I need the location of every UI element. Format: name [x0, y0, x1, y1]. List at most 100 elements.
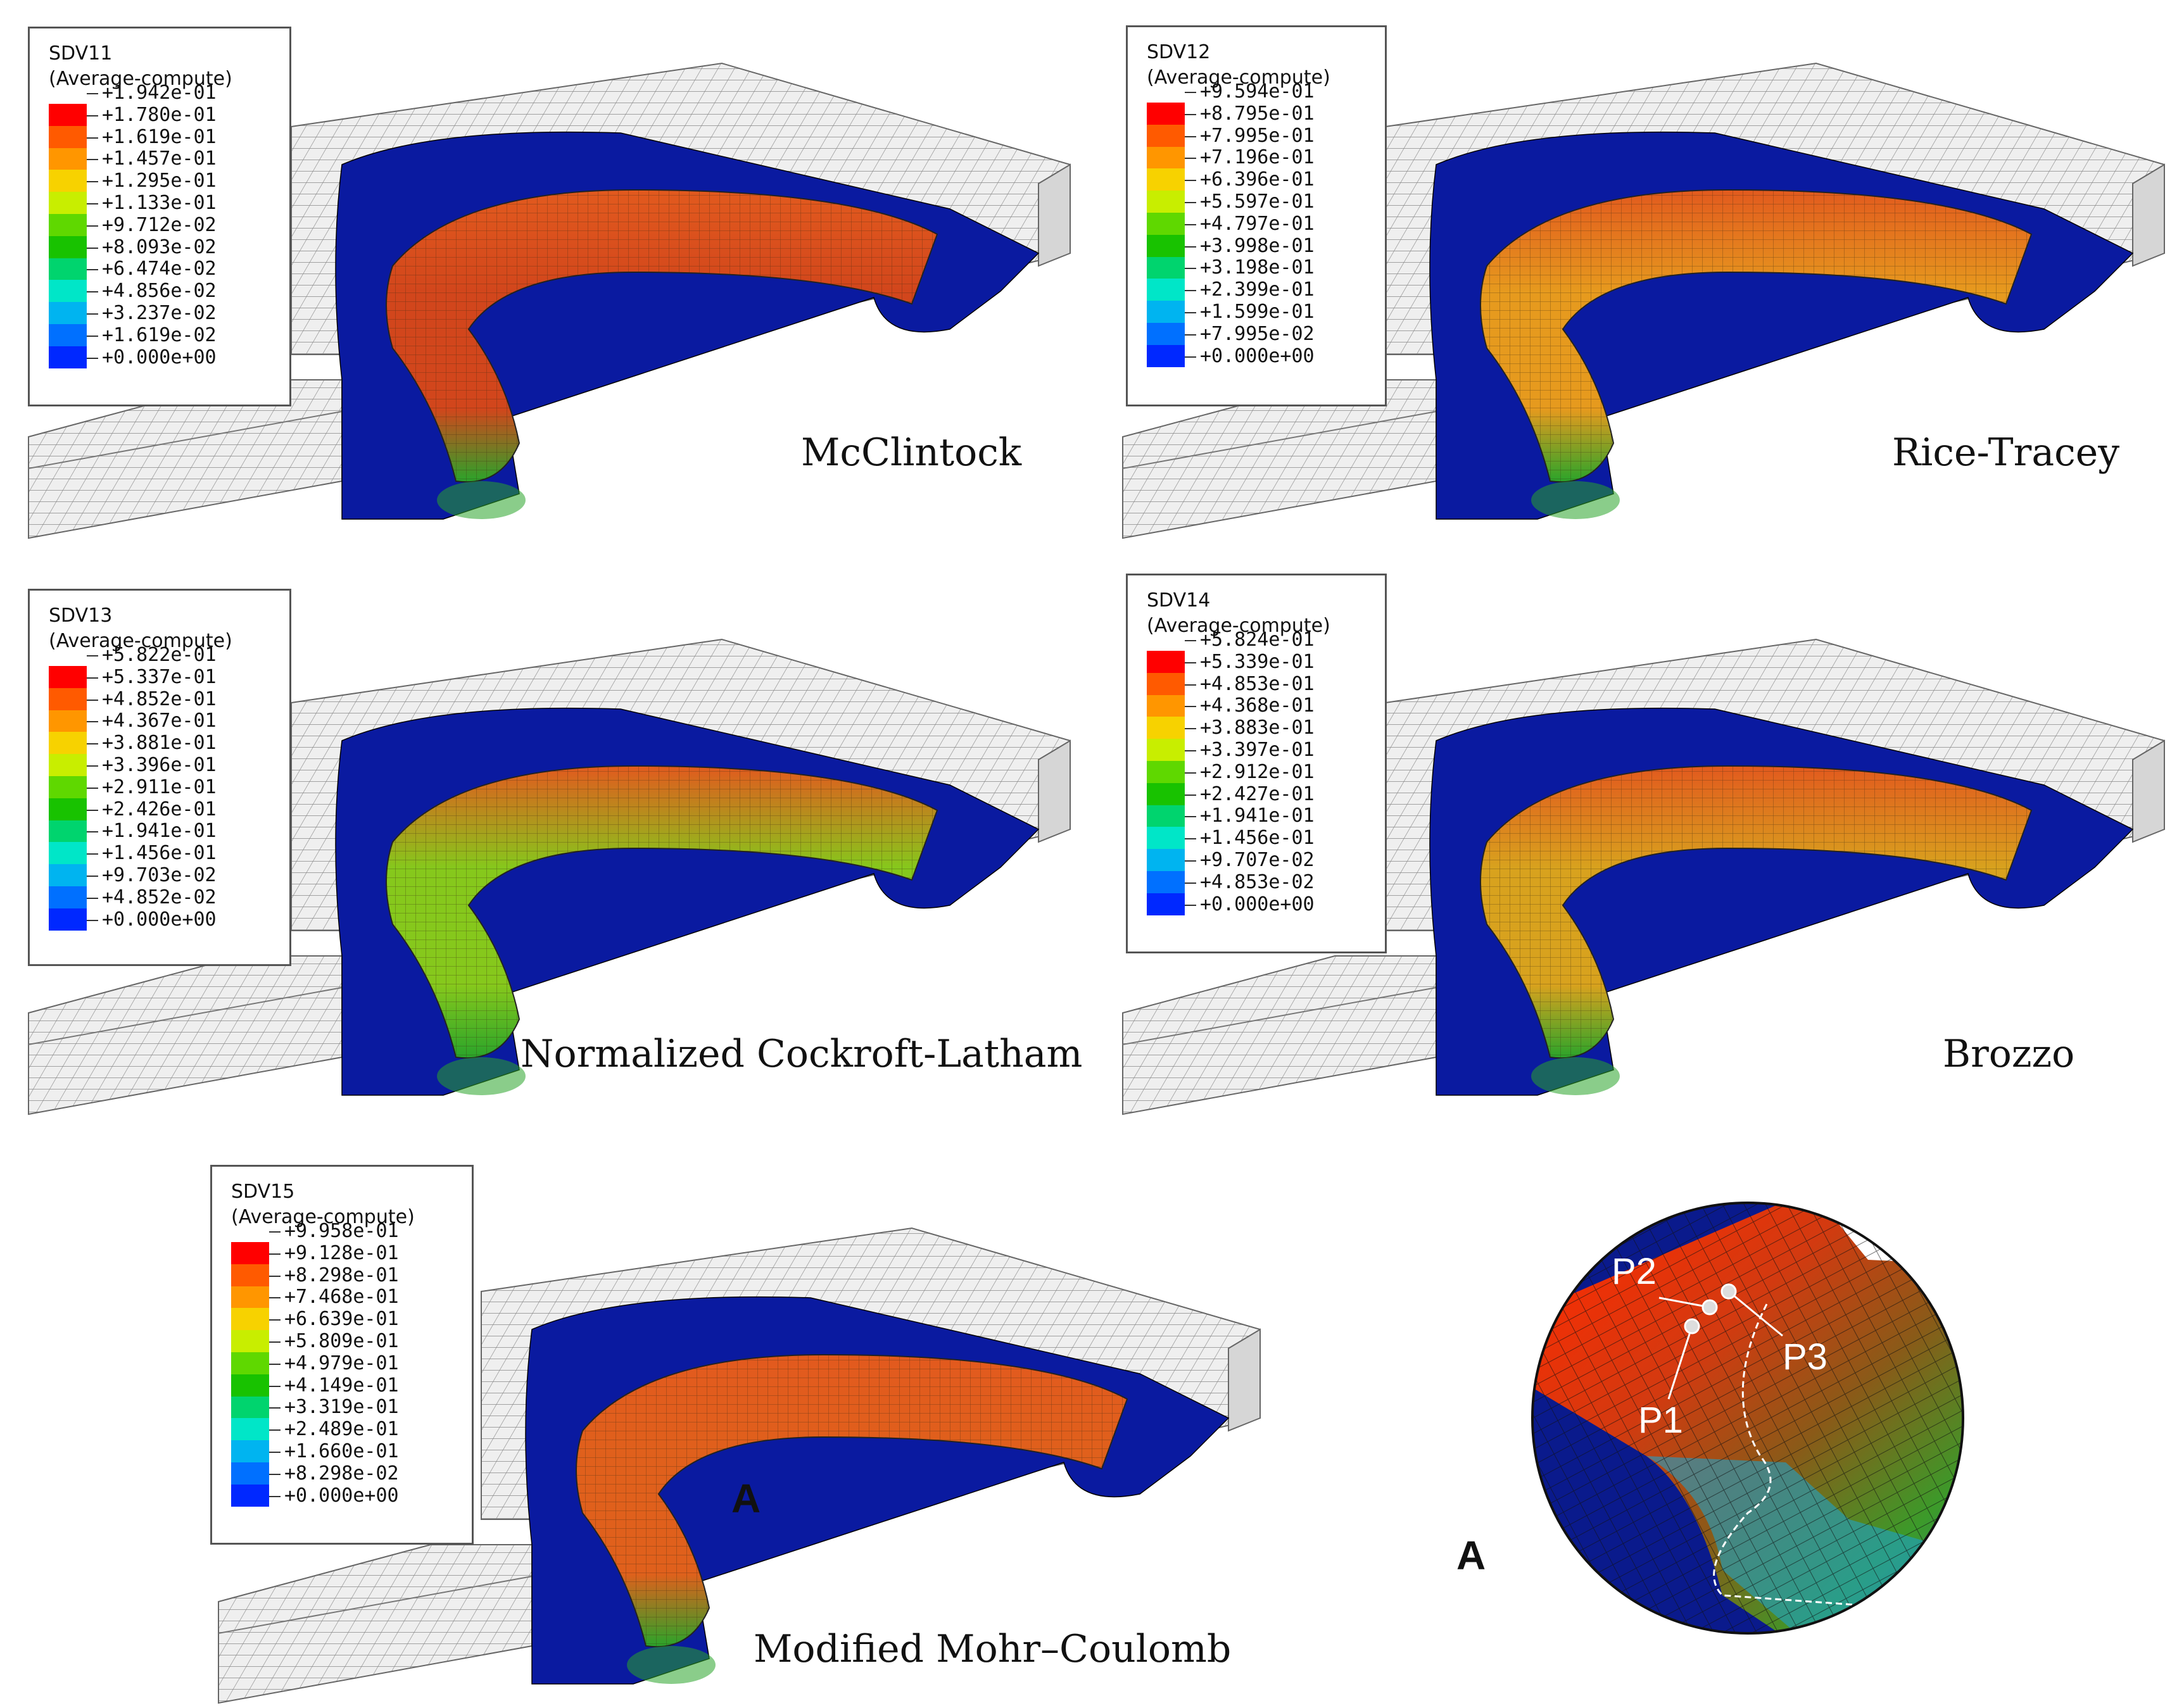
legend-tick — [1185, 684, 1196, 686]
legend-swatch — [49, 798, 87, 820]
legend-row: +7.468e-01 — [231, 1286, 458, 1331]
legend-scale: +5.824e-01 +5.339e-01 +4.853e-01 +4.368e-01… — [1147, 629, 1371, 927]
legend-row: +4.856e-02 — [49, 280, 275, 325]
legend-swatch — [1147, 301, 1185, 323]
legend-value: +1.457e-01 — [102, 148, 217, 170]
legend-row: +9.958e-01 — [231, 1221, 458, 1264]
legend-value: +4.979e-01 — [284, 1352, 399, 1374]
legend-tick — [1185, 904, 1196, 906]
legend-swatch — [49, 842, 87, 865]
legend-tick — [1185, 356, 1196, 358]
legend-tick — [1185, 662, 1196, 663]
legend-tick — [1185, 772, 1196, 774]
detail-circle-border — [1531, 1202, 1964, 1635]
legend-tick — [87, 875, 98, 877]
legend-value: +2.426e-01 — [102, 798, 217, 820]
panel-caption: McClintock — [801, 430, 1022, 475]
legend-value: +4.852e-02 — [102, 886, 217, 908]
contour-panel-cockroft-latham: SDV13 (Average-compute) +5.822e-01 +5.337… — [0, 557, 1089, 1115]
legend-value: +4.149e-01 — [284, 1374, 399, 1397]
legend-tick — [269, 1495, 281, 1497]
legend-tick — [87, 247, 98, 249]
legend-value: +8.298e-02 — [284, 1462, 399, 1485]
legend-value: +1.456e-01 — [102, 842, 217, 865]
legend-variable: SDV14 — [1147, 589, 1211, 612]
legend-tick — [87, 357, 98, 359]
legend-scale: +9.958e-01 +9.128e-01 +8.298e-01 +7.468e-01… — [231, 1221, 458, 1518]
legend-swatch — [49, 235, 87, 258]
legend-value: +5.822e-01 — [102, 644, 217, 666]
legend-swatch — [231, 1418, 269, 1441]
legend-value: +1.942e-01 — [102, 82, 217, 104]
legend-value: +1.599e-01 — [1200, 300, 1315, 323]
legend-value: +3.237e-02 — [102, 301, 217, 324]
point-label-p1: P1 — [1638, 1400, 1683, 1441]
legend-swatch — [1147, 805, 1185, 827]
legend-scale: +5.822e-01 +5.337e-01 +4.852e-01 +4.367e-01… — [49, 644, 275, 941]
contour-legend: SDV11 (Average-compute) +1.942e-01 +1.780… — [28, 27, 291, 406]
legend-row: +0.000e+00 — [1147, 893, 1371, 927]
legend-row: +3.319e-01 — [231, 1397, 458, 1441]
legend-value: +1.660e-01 — [284, 1440, 399, 1462]
legend-row: +3.998e-01 — [1147, 235, 1371, 279]
legend-tick — [1185, 246, 1196, 248]
legend-swatch — [1147, 191, 1185, 213]
legend-swatch — [231, 1484, 269, 1507]
legend-swatch — [1147, 827, 1185, 850]
legend-tick — [1185, 860, 1196, 862]
legend-row: +2.911e-01 — [49, 776, 275, 820]
contour-panel-mcclintock: SDV11 (Average-compute) +1.942e-01 +1.780… — [0, 0, 1089, 544]
legend-row: +9.594e-01 — [1147, 81, 1371, 125]
panel-caption: Normalized Cockroft-Latham — [521, 1032, 1083, 1076]
legend-row: +3.397e-01 — [1147, 739, 1371, 783]
legend-tick — [87, 743, 98, 745]
legend-value: +3.198e-01 — [1200, 256, 1315, 279]
legend-tick — [1185, 640, 1196, 641]
legend-tick — [87, 655, 98, 656]
legend-swatch — [49, 864, 87, 887]
legend-tick — [269, 1429, 281, 1431]
panel-caption: Modified Mohr–Coulomb — [754, 1627, 1232, 1671]
fe-model-render — [28, 62, 1071, 539]
legend-swatch — [1147, 234, 1185, 257]
legend-value: +0.000e+00 — [1200, 344, 1315, 367]
legend-tick — [1185, 816, 1196, 818]
detail-marker-label: A — [731, 1476, 761, 1521]
legend-value: +0.000e+00 — [1200, 893, 1315, 915]
legend-value: +1.941e-01 — [102, 820, 217, 843]
legend-value: +1.619e-02 — [102, 323, 217, 346]
legend-swatch — [49, 125, 87, 148]
legend-row: +4.853e-02 — [1147, 871, 1371, 915]
legend-row: +0.000e+00 — [231, 1485, 458, 1518]
legend-value: +2.399e-01 — [1200, 279, 1315, 301]
legend-tick — [87, 787, 98, 789]
legend-swatch — [49, 886, 87, 908]
legend-row: +3.198e-01 — [1147, 257, 1371, 301]
legend-row: +4.149e-01 — [231, 1374, 458, 1419]
blank-flange-block — [218, 1544, 533, 1704]
legend-value: +4.856e-02 — [102, 280, 217, 303]
fe-model-render — [1122, 62, 2165, 539]
legend-tick — [87, 291, 98, 293]
legend-value: +5.824e-01 — [1200, 629, 1315, 651]
legend-swatch — [49, 666, 87, 688]
legend-value: +5.339e-01 — [1200, 650, 1315, 673]
legend-swatch — [1147, 146, 1185, 169]
legend-row: +0.000e+00 — [49, 346, 275, 380]
legend-tick — [87, 203, 98, 204]
legend-row: +3.883e-01 — [1147, 717, 1371, 762]
legend-tick — [87, 225, 98, 227]
legend-swatch — [231, 1242, 269, 1264]
legend-value: +5.809e-01 — [284, 1329, 399, 1352]
legend-variable: SDV12 — [1147, 41, 1211, 63]
model-group — [28, 638, 1071, 1115]
legend-row: +1.456e-01 — [49, 843, 275, 887]
legend-swatch — [49, 148, 87, 170]
legend-value: +1.941e-01 — [1200, 805, 1315, 827]
contour-panel-mohr-coulomb: SDV15 (Average-compute) +9.958e-01 +9.128… — [190, 1133, 1279, 1704]
legend-row: +3.881e-01 — [49, 732, 275, 777]
legend-tick — [87, 897, 98, 899]
legend-value: +2.489e-01 — [284, 1418, 399, 1441]
legend-value: +3.881e-01 — [102, 732, 217, 755]
legend-tick — [87, 335, 98, 337]
